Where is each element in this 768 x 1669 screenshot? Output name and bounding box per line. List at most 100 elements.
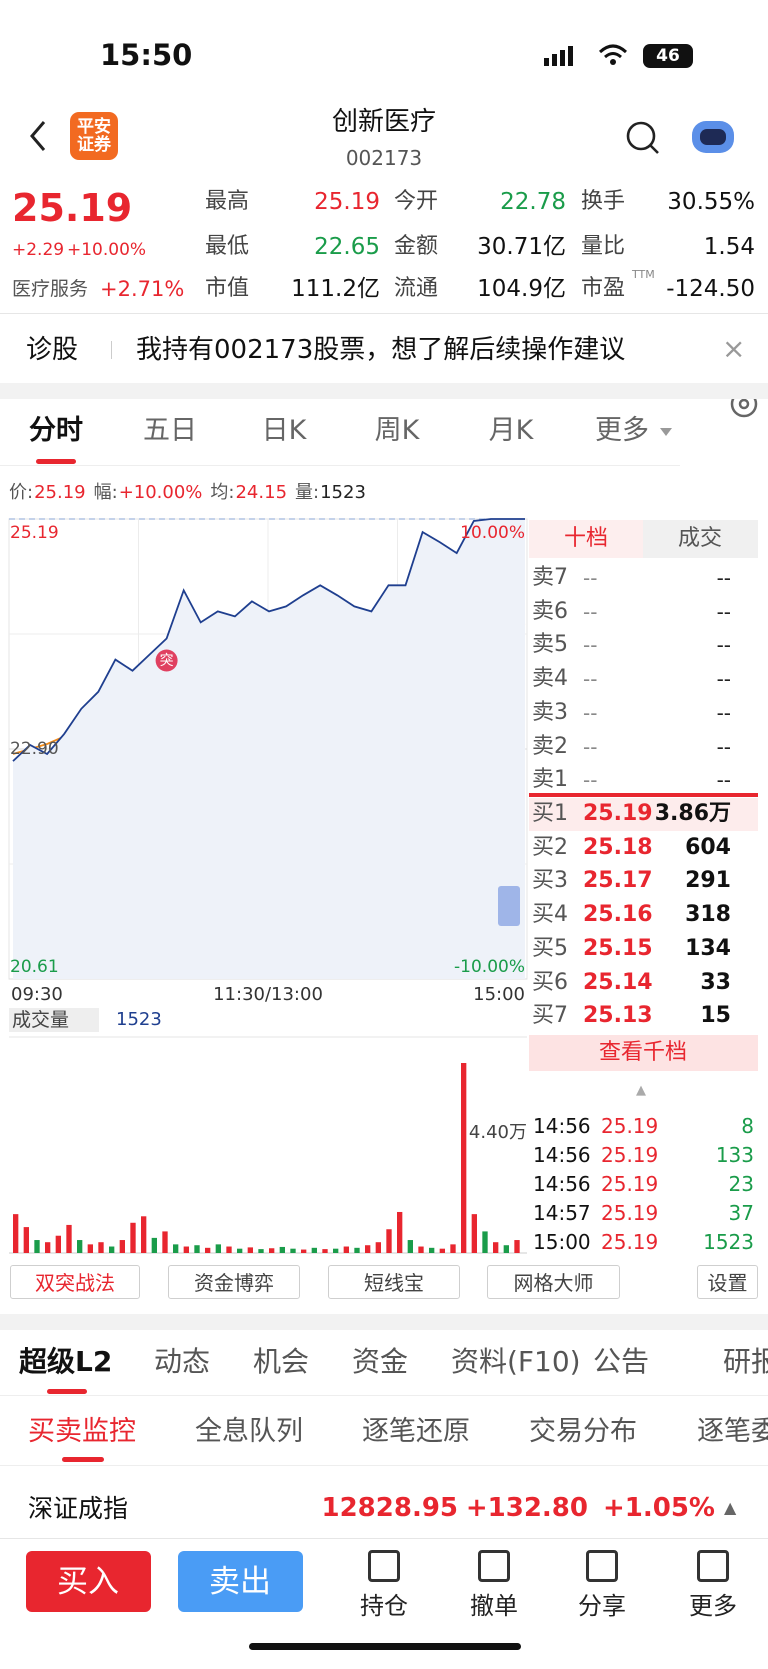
sub-tab[interactable]: 逐笔委托 <box>697 1415 768 1447</box>
chart-tab[interactable]: 日K <box>261 414 307 446</box>
stat-label: 金额 <box>394 234 439 259</box>
section-tab[interactable]: 资料(F10) <box>451 1345 581 1378</box>
chart-tab[interactable]: 五日 <box>143 414 197 446</box>
bid-volume: 318 <box>685 902 731 928</box>
scroll-caret: ▲ <box>636 1082 646 1098</box>
volume-bar <box>237 1248 243 1253</box>
chart-tab[interactable]: 月K <box>488 414 534 446</box>
bid-label: 买3 <box>532 868 568 894</box>
bid-label: 买6 <box>532 969 568 995</box>
sub-tab[interactable]: 交易分布 <box>529 1415 637 1447</box>
ask-label: 卖7 <box>532 565 568 590</box>
ask-label: 卖2 <box>532 733 568 759</box>
info-value: 24.15 <box>235 482 288 503</box>
info-label: 量: <box>295 482 320 503</box>
tab-bg <box>529 520 643 558</box>
volume-bar <box>301 1249 307 1253</box>
bid-price: 25.17 <box>583 868 653 894</box>
ask-price: -- <box>583 700 598 725</box>
tool-label[interactable]: 网格大师 <box>513 1271 594 1295</box>
divider <box>0 313 768 314</box>
section-tab[interactable]: 超级L2 <box>19 1345 113 1378</box>
stat-label: 量比 <box>581 234 626 259</box>
buy-label[interactable]: 买入 <box>57 1563 119 1600</box>
index-pct: +1.05% <box>603 1493 715 1523</box>
stat-value: 30.55% <box>667 188 755 215</box>
search-icon[interactable] <box>626 121 656 151</box>
tool-button <box>168 1265 300 1299</box>
ask-label: 卖4 <box>532 666 568 692</box>
trade-time: 14:56 <box>533 1171 591 1196</box>
bid-price: 25.16 <box>583 902 653 928</box>
sub-tab[interactable]: 逐笔还原 <box>362 1415 470 1447</box>
trade-time: 14:56 <box>533 1114 591 1138</box>
volume-bar <box>493 1242 499 1253</box>
bid-volume: 604 <box>685 834 731 860</box>
stat-label: 最低 <box>205 234 250 259</box>
bid-price: 25.18 <box>583 834 653 860</box>
ask-label: 卖5 <box>532 632 568 658</box>
section-tab[interactable]: 机会 <box>253 1345 310 1378</box>
home-indicator <box>249 1643 521 1650</box>
volume-bar <box>439 1248 445 1253</box>
bid-volume: 33 <box>700 969 731 995</box>
annotation: 突 <box>159 652 174 669</box>
bid-label: 买2 <box>532 834 568 860</box>
info-value: +10.00% <box>118 482 203 503</box>
chart-tab[interactable]: 分时 <box>29 414 83 446</box>
sub-tab[interactable]: 买卖监控 <box>28 1415 136 1447</box>
tool-button <box>328 1265 460 1299</box>
back-icon[interactable] <box>30 121 46 151</box>
action-label[interactable]: 撤单 <box>470 1592 518 1620</box>
volume-bar <box>66 1224 72 1253</box>
close-icon: × <box>722 332 746 365</box>
bid-ask-divider <box>529 793 758 797</box>
volume-label: 成交量 <box>12 1008 70 1031</box>
pct-tick-label: 10.00% <box>460 522 525 543</box>
volume-bar <box>386 1229 392 1253</box>
volume-current: 1523 <box>116 1009 162 1030</box>
diagnosis-prompt[interactable]: 我持有002173股票，想了解后续操作建议 <box>136 335 626 365</box>
order-tab[interactable]: 成交 <box>677 526 722 551</box>
sell-button <box>178 1551 303 1612</box>
bid-volume: 3.86万 <box>654 801 731 826</box>
chart-tab[interactable]: 周K <box>374 414 420 446</box>
volume-bar <box>34 1240 40 1253</box>
action-label[interactable]: 更多 <box>689 1592 737 1620</box>
stock-name: 创新医疗 <box>331 107 436 137</box>
status-time: 15:50 <box>100 37 193 72</box>
section-tab[interactable]: 研报 <box>723 1345 768 1378</box>
sub-tab[interactable]: 全息队列 <box>195 1415 303 1447</box>
bid-label: 买4 <box>532 902 568 928</box>
volume-bar <box>183 1246 189 1253</box>
bid-highlight <box>529 798 758 831</box>
tool-label[interactable]: 资金博弈 <box>194 1271 274 1295</box>
tool-button <box>697 1265 758 1299</box>
sector: 医疗服务 <box>12 277 89 300</box>
volume-bar <box>162 1231 168 1253</box>
stat-label: 最高 <box>205 189 250 214</box>
info-value: 1523 <box>320 482 366 503</box>
diagnosis-label: 诊股 <box>26 335 79 365</box>
action-label[interactable]: 持仓 <box>360 1592 408 1620</box>
volume-bar <box>141 1216 147 1253</box>
bid-price: 25.14 <box>583 969 653 995</box>
ask-label: 卖1 <box>532 767 568 793</box>
order-tab[interactable]: 十档 <box>563 526 608 551</box>
sell-label[interactable]: 卖出 <box>209 1563 271 1600</box>
tool-label[interactable]: 双突战法 <box>35 1271 115 1295</box>
chart-tab[interactable]: 更多 <box>595 414 649 446</box>
section-tab[interactable]: 公告 <box>593 1345 650 1378</box>
bid-price: 25.13 <box>583 1003 653 1029</box>
volume-bar <box>55 1235 61 1253</box>
tool-label[interactable]: 设置 <box>707 1271 748 1295</box>
tab-underline <box>36 459 76 464</box>
bid-price: 25.19 <box>583 801 653 826</box>
more-depth[interactable]: 查看千档 <box>598 1040 687 1065</box>
section-tab[interactable]: 资金 <box>352 1345 409 1378</box>
action-label[interactable]: 分享 <box>578 1592 626 1620</box>
info-value: 25.19 <box>34 482 86 503</box>
section-tab[interactable]: 动态 <box>154 1345 211 1378</box>
tool-label[interactable]: 短线宝 <box>364 1271 424 1295</box>
